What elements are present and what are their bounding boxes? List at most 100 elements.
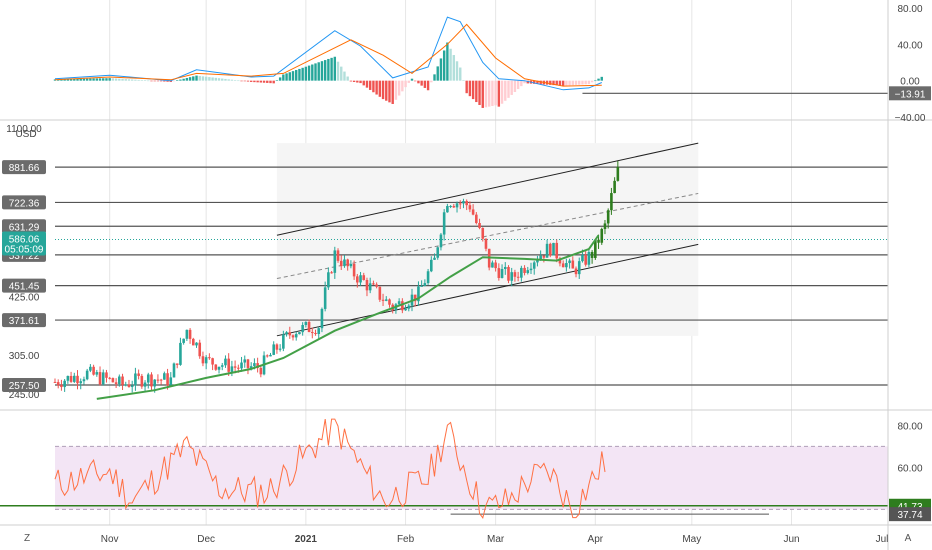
time-tick-label: Mar bbox=[487, 534, 505, 545]
macd-histogram-bar bbox=[227, 79, 230, 81]
price-level-label-text: 537.22 bbox=[9, 251, 40, 262]
macd-histogram-bar bbox=[500, 80, 504, 104]
macd-histogram-bar bbox=[430, 80, 433, 83]
macd-histogram-bar bbox=[449, 48, 452, 81]
macd-histogram-bar bbox=[455, 61, 459, 81]
macd-histogram-bar bbox=[594, 80, 597, 82]
rsi-pane[interactable] bbox=[0, 418, 888, 519]
candle-body bbox=[108, 377, 111, 379]
candle-body bbox=[66, 375, 70, 381]
candle-body bbox=[224, 358, 227, 366]
macd-histogram-bar bbox=[340, 66, 343, 81]
price-axis[interactable]: 1100.00 425.00 305.00 245.00 USD 881.66 722.36… bbox=[2, 124, 46, 401]
candle-body bbox=[282, 334, 285, 349]
candle-body bbox=[529, 268, 533, 271]
macd-histogram-bar bbox=[204, 76, 208, 81]
zoom-button-left[interactable]: Z bbox=[24, 533, 30, 544]
candle-body bbox=[320, 308, 324, 329]
candle-body bbox=[333, 250, 337, 273]
macd-histogram-bar bbox=[523, 80, 526, 84]
candle-body bbox=[298, 332, 301, 335]
candle-body bbox=[555, 242, 559, 259]
macd-histogram-bar bbox=[516, 80, 520, 90]
auto-scale-button[interactable]: A bbox=[905, 533, 912, 544]
macd-histogram-bar bbox=[282, 74, 285, 81]
macd-histogram-bar bbox=[102, 78, 105, 81]
candle-body bbox=[204, 357, 208, 364]
macd-histogram-bar bbox=[278, 77, 282, 81]
macd-histogram-bar bbox=[484, 80, 488, 108]
candle-body bbox=[481, 227, 485, 239]
candle-body bbox=[114, 382, 118, 384]
macd-histogram-bar bbox=[53, 79, 57, 81]
time-axis[interactable]: Nov Dec 2021 Feb Mar Apr May Jun Jul bbox=[101, 534, 889, 545]
candle-body bbox=[388, 299, 391, 305]
macd-histogram-bar bbox=[372, 80, 375, 93]
signal-line bbox=[54, 23, 602, 87]
time-tick-label: Apr bbox=[588, 534, 604, 545]
candle-body bbox=[452, 205, 456, 208]
candle-body bbox=[79, 381, 83, 384]
macd-histogram-bar bbox=[182, 78, 185, 81]
price-tick-label: 1100.00 bbox=[6, 124, 42, 135]
macd-histogram-bar bbox=[549, 80, 552, 85]
macd-histogram-bar bbox=[163, 80, 166, 82]
macd-tick-label: 0.00 bbox=[900, 77, 920, 88]
corner-button-left-label: Z bbox=[24, 533, 30, 544]
candle-body bbox=[542, 255, 546, 258]
macd-histogram-bar bbox=[176, 80, 179, 81]
candle-body bbox=[217, 366, 221, 370]
macd-histogram-bar bbox=[166, 80, 169, 82]
candle-body bbox=[571, 260, 575, 269]
moving-average-line bbox=[96, 234, 600, 400]
macd-histogram-bar bbox=[221, 78, 224, 81]
candle-body bbox=[597, 239, 600, 243]
macd-histogram-bar bbox=[272, 80, 275, 84]
macd-histogram-bar bbox=[307, 65, 311, 81]
candle-body bbox=[503, 266, 507, 269]
candle-body bbox=[381, 299, 385, 301]
candle-body bbox=[468, 205, 472, 210]
candle-body bbox=[265, 355, 269, 357]
channel-lower-line bbox=[276, 243, 699, 337]
macd-histogram-bar bbox=[89, 78, 92, 81]
macd-histogram-bar bbox=[156, 80, 160, 82]
macd-axis[interactable]: 80.00 40.00 0.00 −40.00 −13.91 bbox=[889, 4, 931, 124]
macd-histogram-bar bbox=[153, 80, 156, 82]
macd-pane[interactable] bbox=[53, 16, 888, 108]
candle-body bbox=[63, 380, 66, 388]
candle-body bbox=[294, 334, 298, 338]
macd-histogram-bar bbox=[143, 80, 147, 81]
candle-body bbox=[539, 255, 542, 261]
macd-histogram-bar bbox=[362, 80, 365, 86]
candle-body bbox=[146, 374, 150, 383]
price-level-label-text: 371.61 bbox=[9, 316, 40, 327]
candle-body bbox=[446, 206, 449, 213]
macd-histogram-bar bbox=[92, 78, 95, 81]
price-level-label-text: 451.45 bbox=[9, 282, 40, 293]
macd-histogram-bar bbox=[574, 80, 578, 85]
macd-histogram-bar bbox=[381, 80, 385, 100]
candle-body bbox=[442, 212, 446, 235]
candle-body bbox=[327, 272, 330, 288]
candle-body bbox=[85, 370, 89, 380]
candles bbox=[53, 161, 620, 393]
macd-histogram-bar bbox=[349, 80, 353, 82]
candle-body bbox=[230, 366, 234, 372]
macd-histogram-bar bbox=[420, 80, 423, 86]
macd-histogram-bar bbox=[446, 42, 449, 81]
candle-body bbox=[384, 299, 388, 301]
macd-histogram-bar bbox=[513, 80, 517, 93]
candle-body bbox=[610, 193, 613, 211]
price-pane[interactable] bbox=[53, 142, 888, 400]
candle-body bbox=[175, 363, 179, 365]
candle-body bbox=[240, 362, 243, 369]
macd-tick-label: 80.00 bbox=[897, 4, 922, 15]
candle-body bbox=[346, 259, 349, 267]
rsi-level-label-bg bbox=[889, 507, 931, 522]
candle-body bbox=[182, 338, 185, 343]
macd-histogram-bar bbox=[520, 80, 523, 87]
macd-histogram-bar bbox=[240, 80, 243, 82]
